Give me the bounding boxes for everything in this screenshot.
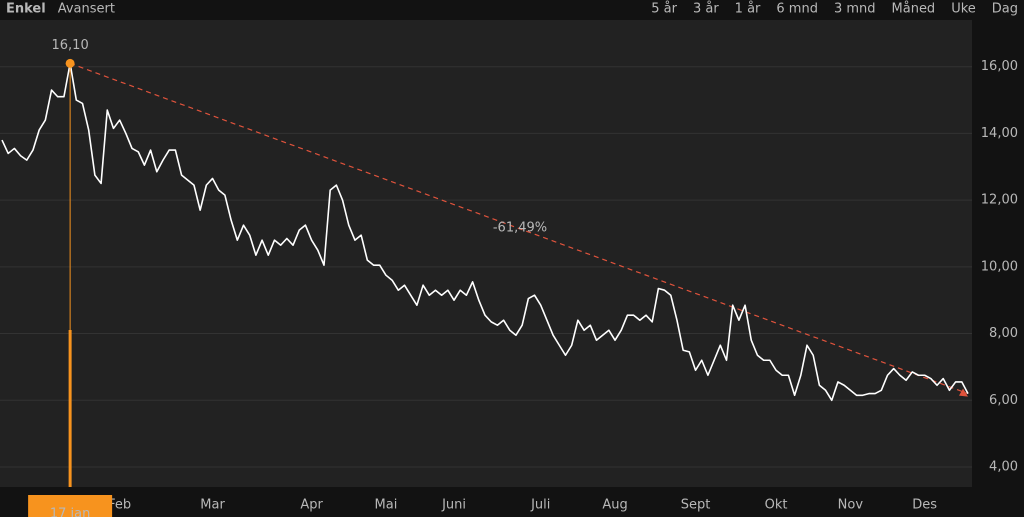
plot-area [0,20,972,487]
x-axis-band [0,487,1024,517]
x-tick-label: Mai [375,498,398,513]
mode-tab[interactable]: Avansert [58,2,115,17]
peak-volume [68,330,72,487]
date-box [28,495,113,517]
range-tab[interactable]: 6 mnd [776,2,818,17]
mode-tab[interactable]: Enkel [6,2,46,17]
x-tick-label: Mar [200,498,225,513]
x-tick-label: Nov [838,498,864,513]
price-line [1,62,969,402]
x-tick-label: Des [912,498,937,513]
range-tab[interactable]: Dag [992,2,1018,17]
x-tick-label: Okt [765,498,788,513]
range-tab[interactable]: 1 år [735,2,761,17]
y-tick-label: 4,00 [989,459,1018,474]
y-tick-label: 14,00 [981,126,1018,141]
date-label: 17 jan [50,507,91,517]
range-tab[interactable]: 3 år [693,2,719,17]
x-tick-label: Sept [681,498,711,513]
x-tick-label: Aug [602,498,627,513]
peak-dot [65,58,75,68]
range-tab[interactable]: 5 år [651,2,677,17]
y-tick-label: 6,00 [989,393,1018,408]
arrow-head [959,388,968,397]
x-tick-label: Juli [530,498,550,513]
range-tab[interactable]: 3 mnd [834,2,876,17]
change-label: -61,49% [493,221,547,236]
change-line [69,62,969,395]
y-tick-label: 8,00 [989,326,1018,341]
x-tick-label: Apr [300,498,323,513]
x-tick-label: Juni [441,498,466,513]
y-tick-label: 12,00 [981,193,1018,208]
x-tick-label: Feb [108,498,131,513]
y-tick-label: 16,00 [981,59,1018,74]
peak-label: 16,10 [52,38,89,53]
range-tab[interactable]: Uke [951,2,976,17]
range-tab[interactable]: Måned [892,2,936,17]
y-tick-label: 10,00 [981,259,1018,274]
